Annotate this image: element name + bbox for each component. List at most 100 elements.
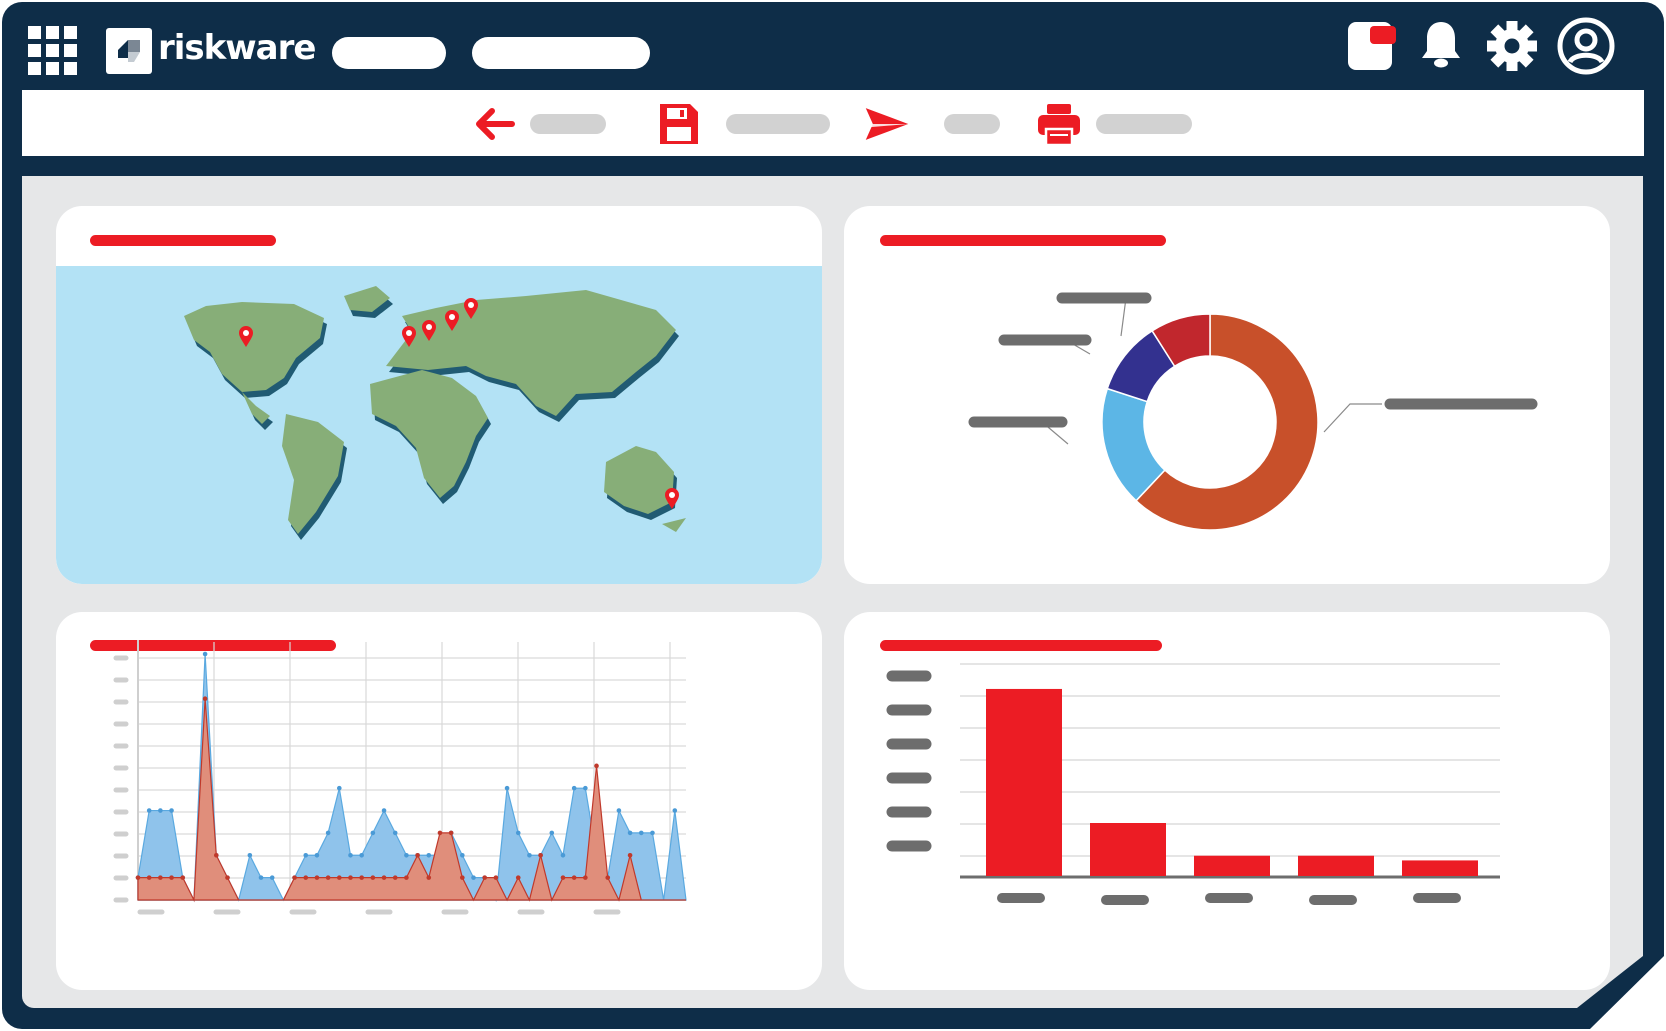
donut-slice-1[interactable] (1135, 313, 1319, 531)
send-icon[interactable] (864, 102, 910, 146)
area-point-s2 (571, 875, 577, 880)
area-point-s1 (627, 830, 633, 836)
print-icon[interactable] (1036, 102, 1082, 146)
gear-icon[interactable] (1486, 20, 1538, 72)
area-series-2[interactable] (137, 698, 686, 903)
notes-icon[interactable] (1346, 20, 1398, 72)
area-point-s1 (314, 852, 320, 858)
area-point-s2 (482, 875, 487, 880)
brand-logo[interactable] (106, 26, 296, 74)
area-point-s2 (594, 763, 599, 769)
leader-red (1096, 297, 1127, 337)
area-point-s2 (460, 875, 465, 880)
area-point-s1 (549, 830, 555, 836)
donut-chart (968, 292, 1538, 531)
map-panel-title (90, 235, 276, 246)
area-point-s1 (471, 875, 476, 880)
area-point-s2 (370, 875, 376, 880)
area-point-s2 (225, 875, 230, 880)
bar-c4[interactable] (1298, 855, 1374, 876)
send-label-pill[interactable] (944, 114, 1000, 134)
map-pin-australia[interactable] (664, 488, 680, 510)
bar-c3[interactable] (1194, 855, 1270, 876)
area-point-s2 (325, 875, 331, 880)
map-pin-finland[interactable] (463, 298, 479, 320)
toolbar (22, 90, 1644, 156)
area-point-s2 (169, 875, 174, 880)
area-point-s1 (303, 852, 309, 858)
area-point-s2 (348, 875, 353, 880)
area-point-s2 (292, 875, 297, 880)
brand-name: riskware (158, 28, 316, 68)
area-point-s2 (448, 830, 454, 836)
area-point-s1 (583, 785, 588, 791)
area-point-s2 (146, 875, 152, 880)
bar-chart-panel (844, 612, 1610, 990)
area-point-s2 (426, 875, 432, 880)
area-point-s1 (672, 808, 678, 813)
area-point-s2 (627, 852, 633, 858)
bar-chart (886, 663, 1500, 905)
area-point-s1 (158, 808, 163, 813)
bell-icon[interactable] (1418, 18, 1464, 70)
area-point-s1 (269, 875, 275, 880)
nav-pill-2[interactable] (472, 37, 650, 69)
area-point-s1 (146, 808, 152, 813)
area-point-s1 (258, 875, 264, 880)
map-pin-scandinavia[interactable] (444, 310, 460, 332)
map-panel (56, 206, 822, 584)
area-point-s1 (426, 852, 432, 858)
area-point-s1 (650, 830, 655, 836)
area-point-s1 (392, 830, 398, 836)
grid-menu-icon[interactable] (28, 26, 78, 76)
donut-panel (844, 206, 1610, 584)
donut-panel-title (880, 235, 1166, 246)
bar-c1[interactable] (986, 688, 1062, 876)
area-point-s2 (202, 696, 208, 702)
area-point-s2 (180, 875, 186, 880)
world-map (56, 266, 822, 584)
area-chart (113, 640, 687, 915)
save-icon[interactable] (656, 102, 702, 146)
map-pin-north-america[interactable] (238, 326, 254, 348)
donut-slice-4[interactable] (1151, 313, 1211, 368)
map-pin-europe[interactable] (421, 320, 437, 342)
area-point-s2 (392, 875, 398, 880)
area-point-s1 (571, 785, 577, 791)
area-point-s1 (359, 852, 364, 858)
area-point-s1 (560, 852, 566, 858)
area-point-s2 (381, 875, 387, 880)
print-label-pill[interactable] (1096, 114, 1192, 134)
riskware-logo-mark (106, 28, 152, 74)
map-pin-uk[interactable] (401, 326, 417, 348)
user-avatar-icon[interactable] (1556, 16, 1616, 76)
area-point-s2 (560, 875, 566, 880)
area-chart-panel (56, 612, 822, 990)
back-label-pill[interactable] (530, 114, 606, 134)
area-chart-panel-title (90, 640, 336, 651)
nav-pill-1[interactable] (332, 37, 446, 69)
area-point-s1 (638, 830, 644, 836)
area-point-s2 (415, 852, 420, 858)
area-point-s1 (169, 808, 174, 813)
area-point-s1 (325, 830, 331, 836)
area-point-s1 (515, 830, 521, 836)
area-point-s1 (460, 852, 465, 858)
area-point-s2 (337, 875, 342, 880)
area-point-s2 (583, 875, 588, 880)
back-arrow-icon[interactable] (470, 102, 516, 146)
area-point-s1 (404, 852, 409, 858)
area-point-s2 (303, 875, 309, 880)
area-point-s1 (504, 785, 510, 791)
world-map-graphic (184, 286, 686, 540)
area-point-s1 (202, 651, 208, 657)
save-label-pill[interactable] (726, 114, 830, 134)
area-point-s2 (538, 852, 543, 858)
area-point-s2 (404, 875, 409, 880)
bar-c2[interactable] (1090, 823, 1166, 876)
area-point-s1 (616, 808, 622, 813)
area-point-s1 (381, 808, 387, 813)
area-point-s2 (135, 875, 141, 880)
area-point-s1 (527, 852, 532, 858)
bar-c5[interactable] (1402, 860, 1478, 876)
